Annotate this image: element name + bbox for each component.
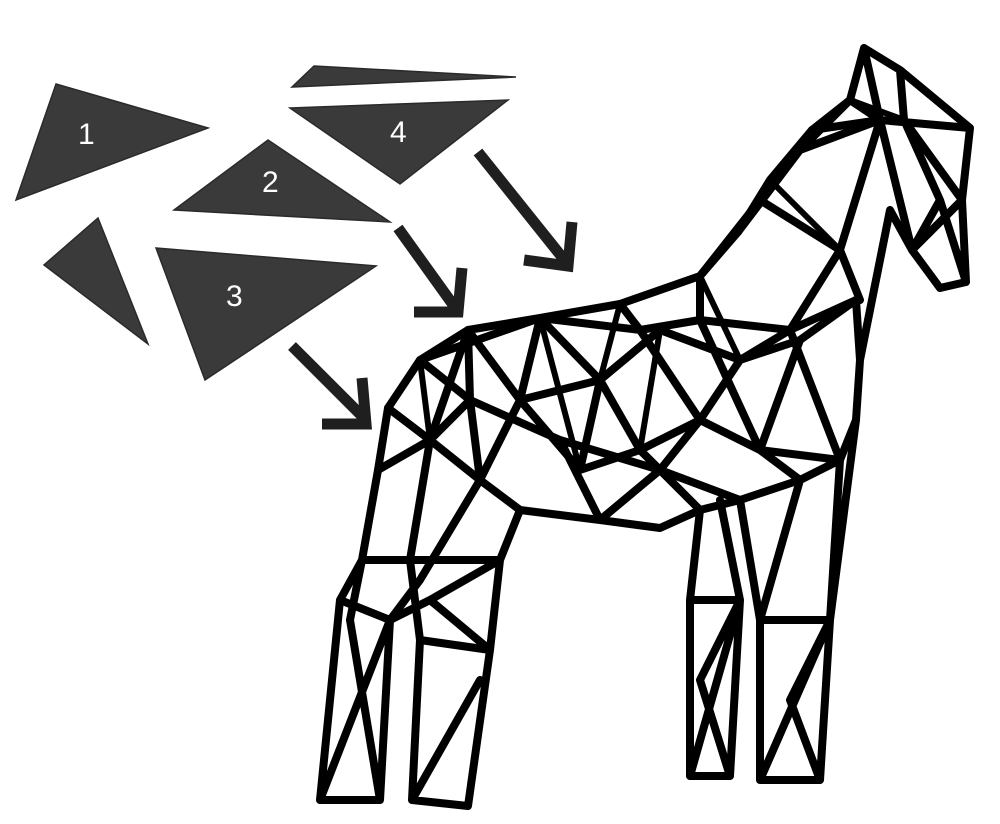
triangle-pieces: 1 2 3 4 (14, 65, 517, 382)
triangle-piece-2 (171, 139, 393, 223)
triangle-piece-4 (287, 99, 511, 185)
triangle-sliver-top (290, 65, 517, 88)
piece-label-3: 3 (226, 280, 243, 313)
triangle-piece-1 (14, 83, 211, 202)
arrow-piece-4 (473, 148, 578, 273)
horse-hind-legs (686, 416, 860, 784)
horse-cross-braces (385, 97, 907, 483)
wireframe-horse (316, 44, 974, 810)
piece-label-4: 4 (390, 116, 407, 149)
triangle-piece-unlabeled (42, 216, 150, 347)
arrows (288, 148, 578, 430)
horse-front-legs (316, 436, 524, 810)
horse-body-outline (346, 96, 864, 624)
piece-label-2: 2 (262, 166, 279, 199)
triangle-piece-3 (154, 247, 379, 382)
arrow-piece-3 (288, 342, 372, 430)
arrow-piece-2 (393, 224, 468, 318)
piece-label-1: 1 (78, 118, 95, 151)
